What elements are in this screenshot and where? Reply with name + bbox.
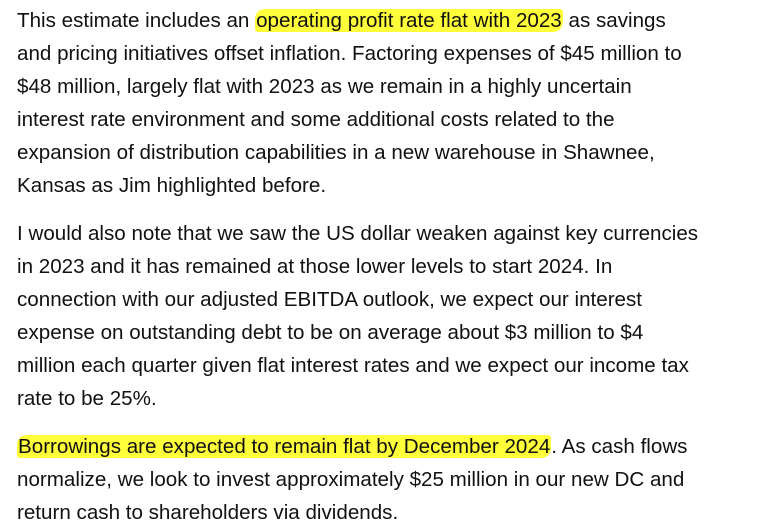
paragraph-guidance: This estimate includes an operating prof… <box>17 0 777 202</box>
text-line: million each quarter given flat interest… <box>17 354 689 377</box>
text-line: return cash to shareholders via dividend… <box>17 501 399 524</box>
text-line: rate to be 25%. <box>17 387 157 410</box>
paragraph-borrowings: Borrowings are expected to remain flat b… <box>17 430 777 529</box>
document-body: This estimate includes an operating prof… <box>17 0 777 529</box>
text-line: interest rate environment and some addit… <box>17 108 615 131</box>
highlighted-phrase: Borrowings are expected to remain flat b… <box>17 435 552 458</box>
text-line: $48 million, largely flat with 2023 as w… <box>17 75 632 98</box>
text-line: I would also note that we saw the US dol… <box>17 222 699 245</box>
text-run: as savings <box>562 9 666 32</box>
text-run: This estimate includes an <box>17 9 256 32</box>
text-line: This estimate includes an operating prof… <box>17 4 777 37</box>
text-line: in 2023 and it has remained at those low… <box>17 255 613 278</box>
text-line: and pricing initiatives offset inflation… <box>17 42 682 65</box>
text-line: Kansas as Jim highlighted before. <box>17 174 327 197</box>
text-line: expense on outstanding debt to be on ave… <box>17 321 644 344</box>
text-line: expansion of distribution capabilities i… <box>17 141 655 164</box>
highlighted-phrase: operating profit rate flat with 2023 <box>255 9 563 32</box>
text-line: normalize, we look to invest approximate… <box>17 468 685 491</box>
paragraph-currency-interest: I would also note that we saw the US dol… <box>17 217 777 415</box>
text-line: Borrowings are expected to remain flat b… <box>17 430 777 463</box>
text-line: connection with our adjusted EBITDA outl… <box>17 288 643 311</box>
text-run: . As cash flows <box>551 435 688 458</box>
